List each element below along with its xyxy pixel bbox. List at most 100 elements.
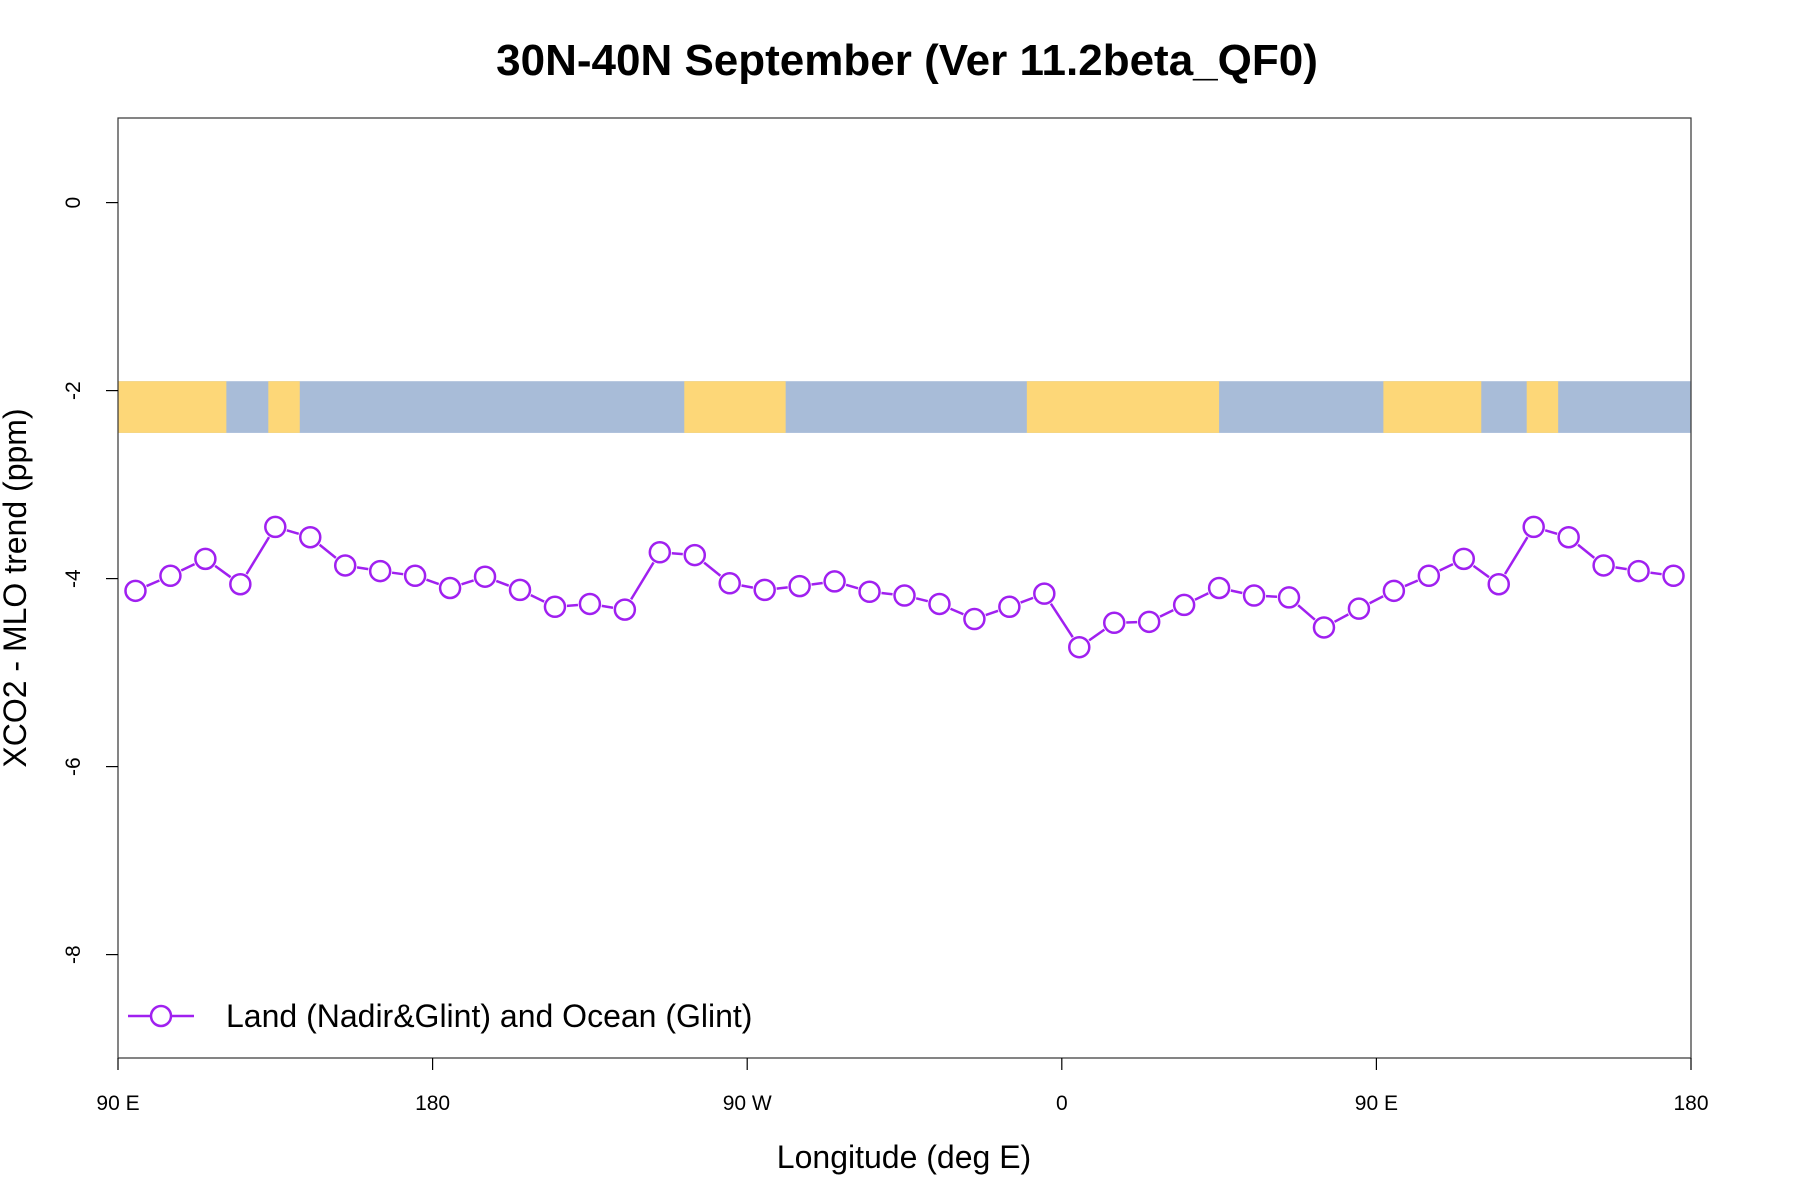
series-segment — [1615, 566, 1627, 571]
data-point — [194, 547, 217, 571]
data-point — [1627, 559, 1650, 583]
data-point — [1347, 597, 1371, 620]
series-segment — [566, 603, 579, 608]
series-segment — [881, 591, 893, 596]
x-tick-label: 0 — [1056, 1092, 1068, 1115]
land-mass — [1026, 381, 1220, 433]
series-segment — [1159, 609, 1174, 618]
data-point — [578, 592, 602, 616]
series-segment — [461, 579, 474, 586]
data-point — [1172, 593, 1196, 617]
land-mass — [268, 381, 300, 433]
data-point — [1312, 616, 1336, 639]
y-axis-label: XCO2 - MLO trend (ppm) — [0, 408, 33, 767]
data-point — [928, 592, 951, 616]
data-point — [1662, 564, 1685, 588]
series-segment — [703, 561, 722, 577]
series-segment — [1333, 613, 1349, 623]
series-segment — [915, 597, 929, 603]
data-point — [508, 578, 532, 602]
series-segment — [530, 593, 545, 603]
series-segment — [426, 578, 440, 586]
data-point — [1557, 525, 1580, 549]
data-point — [1522, 515, 1545, 539]
data-point — [368, 559, 392, 583]
data-point — [1487, 572, 1510, 596]
data-point — [1207, 576, 1231, 600]
series-segment — [146, 579, 160, 588]
x-tick-label: 90 E — [96, 1092, 139, 1115]
series-segment — [1020, 596, 1034, 604]
chart-title: 30N-40N September (Ver 11.2beta_QF0) — [496, 36, 1318, 85]
data-point — [1592, 554, 1615, 577]
y-tick-label: -6 — [62, 757, 85, 776]
x-tick-label: 180 — [1673, 1092, 1708, 1115]
series-segment — [1472, 564, 1490, 579]
land-mass — [684, 381, 786, 433]
data-point — [1137, 610, 1161, 634]
y-tick-label: -8 — [62, 945, 85, 964]
land-mass — [1526, 381, 1559, 433]
data-point — [1277, 586, 1301, 609]
series-segment — [318, 543, 337, 559]
data-point — [159, 564, 182, 588]
series-segment — [391, 571, 404, 576]
x-tick-label: 180 — [415, 1092, 450, 1115]
data-point — [1102, 611, 1126, 635]
data-point — [229, 572, 252, 596]
data-point — [893, 584, 916, 607]
land-mass — [1383, 381, 1482, 433]
y-axis: 0 -2 -4 -6 -8 — [62, 197, 118, 964]
data-point — [1068, 635, 1091, 659]
data-point — [124, 579, 147, 603]
data-point — [858, 580, 881, 604]
y-tick-label: -4 — [62, 569, 85, 588]
data-point — [683, 543, 707, 567]
data-point — [648, 541, 672, 564]
data-point — [264, 515, 287, 539]
series-segment — [245, 536, 271, 575]
data-point — [823, 570, 846, 593]
data-point — [1033, 582, 1056, 605]
data-point — [613, 598, 637, 621]
data-point — [963, 607, 986, 631]
plot-frame — [117, 117, 1692, 1059]
data-point — [473, 565, 497, 588]
series-segment — [630, 561, 655, 601]
data-point — [543, 595, 567, 619]
data-point — [718, 572, 741, 595]
series-segment — [1577, 543, 1596, 559]
series-segment — [1265, 594, 1278, 599]
legend-marker — [149, 1004, 173, 1028]
series-segment — [601, 604, 614, 609]
data-point — [753, 578, 776, 602]
series-segment — [1404, 579, 1419, 588]
data-point — [998, 595, 1021, 619]
y-tick-label: -2 — [62, 381, 85, 400]
land-mass — [118, 381, 227, 433]
x-axis: 90 E 180 90 W 0 90 E 180 — [96, 1058, 1709, 1115]
series-segment — [180, 562, 196, 572]
x-tick-label: 90 E — [1355, 1092, 1398, 1115]
series-segment — [356, 566, 369, 571]
series-segment — [671, 551, 683, 556]
series-segment — [949, 607, 964, 616]
series-segment — [1369, 595, 1384, 605]
series-segment — [1230, 589, 1243, 595]
series-segment — [1503, 536, 1529, 575]
series-segment — [1544, 529, 1558, 536]
data-point — [1242, 584, 1266, 607]
data-point — [403, 564, 427, 588]
x-tick-label: 90 W — [723, 1092, 772, 1115]
series-segment — [214, 564, 232, 579]
series-segment — [1650, 571, 1662, 576]
x-axis-label: Longitude (deg E) — [777, 1139, 1031, 1175]
series-segment — [776, 586, 788, 590]
legend-label: Land (Nadir&Glint) and Ocean (Glint) — [226, 998, 752, 1034]
series-segment — [286, 529, 300, 536]
data-point — [788, 574, 811, 598]
data-point — [1417, 564, 1441, 588]
series-segment — [1194, 592, 1209, 601]
data-point — [299, 525, 322, 549]
data-point — [1382, 579, 1406, 603]
